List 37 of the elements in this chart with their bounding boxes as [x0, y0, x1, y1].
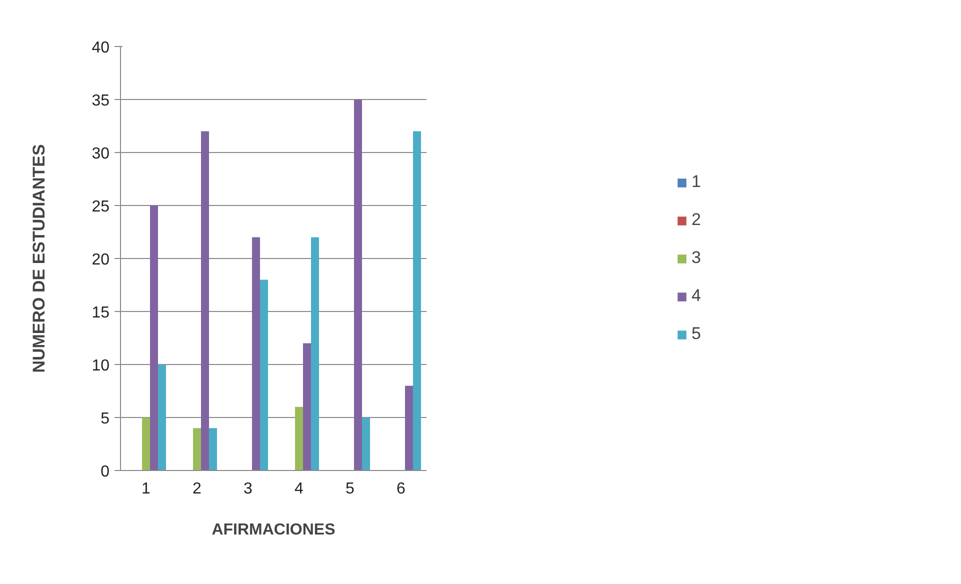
legend-label: 1 [692, 172, 702, 192]
bar [260, 280, 268, 470]
bar [311, 237, 320, 470]
x-axis-title: AFIRMACIONES [212, 522, 336, 538]
x-tick-label: 1 [142, 480, 151, 498]
bar [354, 100, 362, 470]
y-tick-label: 35 [92, 92, 110, 110]
y-tick-label: 25 [92, 198, 110, 216]
y-tick-label: 5 [100, 410, 110, 428]
bar [303, 343, 312, 470]
y-tick-label: 0 [100, 464, 110, 480]
legend-label: 2 [692, 210, 702, 230]
bar [413, 131, 422, 470]
bar [192, 428, 202, 470]
y-tick-label: 20 [92, 252, 110, 268]
y-axis-title: NUMERO DE ESTUDIANTES [30, 144, 49, 373]
bar [209, 428, 218, 470]
bar [294, 406, 304, 470]
y-tick-label: 15 [92, 304, 110, 322]
bar [252, 237, 260, 470]
bar [150, 206, 158, 470]
x-tick-label: 3 [244, 480, 253, 498]
y-tick-label: 30 [92, 146, 110, 162]
x-tick-label: 6 [396, 480, 406, 498]
legend-label: 5 [692, 324, 702, 344]
x-tick-label: 4 [294, 480, 304, 498]
y-tick-label: 40 [92, 40, 110, 56]
x-tick-label: 2 [192, 480, 202, 498]
legend-label: 3 [692, 248, 702, 268]
x-tick-label: 5 [346, 480, 355, 498]
bar [142, 418, 150, 470]
bar [158, 364, 166, 470]
bar [201, 131, 210, 470]
bar [362, 418, 370, 470]
y-tick-label: 10 [92, 358, 110, 374]
legend-label: 4 [692, 286, 702, 306]
bar [405, 386, 414, 470]
